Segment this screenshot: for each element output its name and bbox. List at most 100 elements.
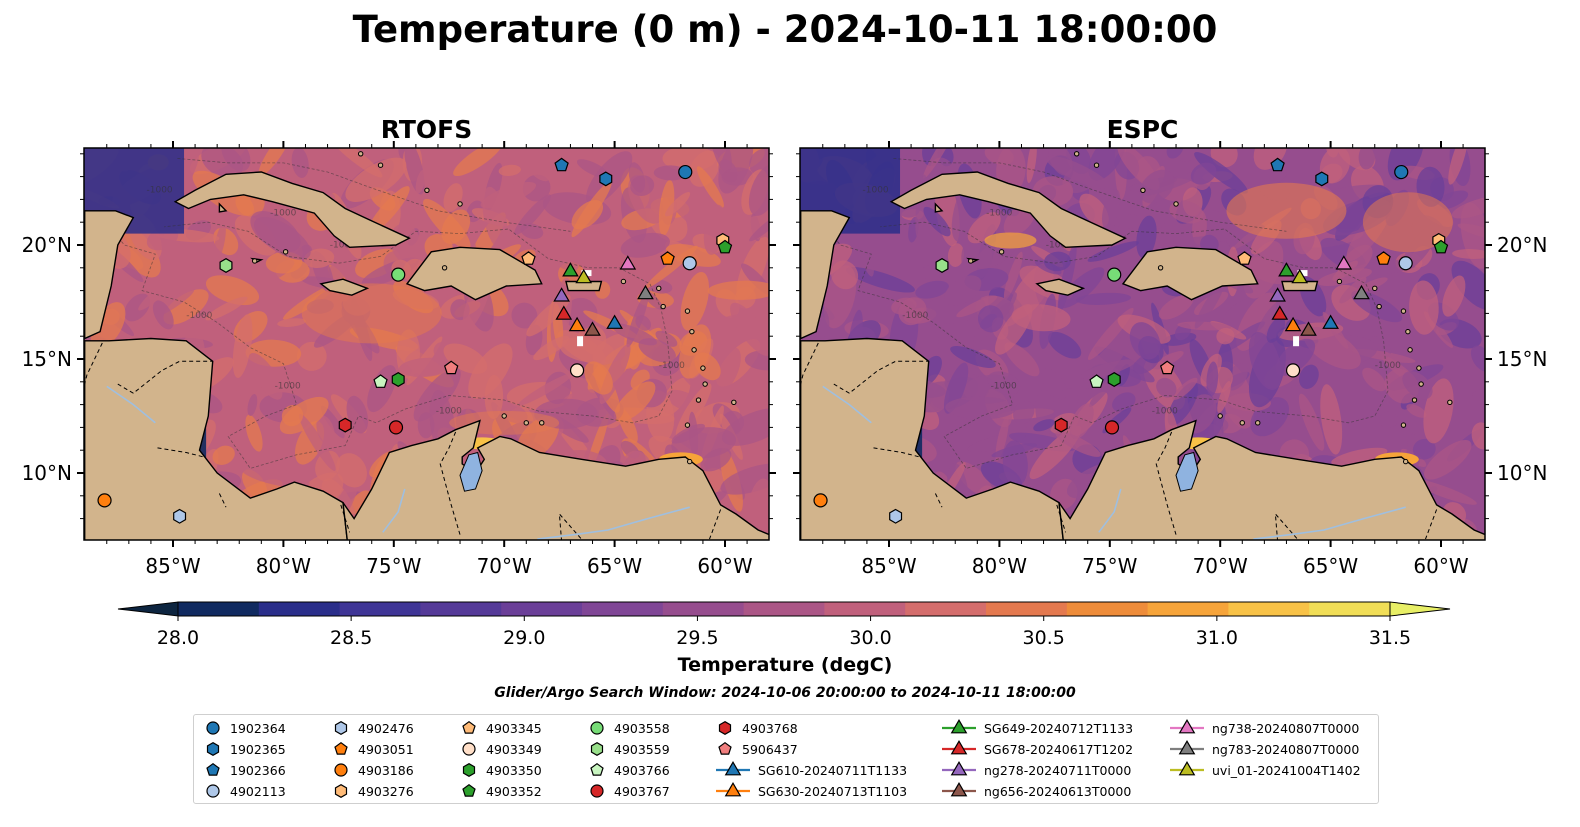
legend-entry: 4902476 [330, 719, 414, 737]
map-frame [83, 147, 770, 541]
search-window-label: Glider/Argo Search Window: 2024-10-06 20… [494, 685, 1076, 701]
island [1239, 420, 1245, 426]
legend-marker [334, 784, 348, 798]
glider-SG649-20240712T1133 [1278, 262, 1295, 277]
argo-float-1902366 [1270, 157, 1285, 172]
legend-label: SG678-20240617T1202 [984, 741, 1134, 757]
legend-marker [334, 741, 348, 755]
border [84, 342, 103, 385]
legend-label: ng656-20240613T0000 [984, 783, 1132, 799]
river [106, 385, 156, 424]
legend-marker [718, 721, 732, 735]
contour-label: -1000 [863, 186, 889, 196]
legend-entry: ng783-20240807T0000 [1168, 740, 1359, 758]
legend-marker [334, 763, 348, 777]
legend-entry: 4903558 [586, 719, 670, 737]
legend-marker [334, 721, 348, 735]
contour-label: -1000 [436, 407, 462, 417]
legend-label: 4903051 [358, 741, 414, 757]
colorbar-segment [1066, 602, 1149, 616]
glider-ng656-20240613T0000 [584, 321, 601, 336]
legend-symbol [950, 782, 968, 797]
colorbar-tick-label: 29.0 [503, 627, 545, 649]
colorbar-segment [824, 602, 906, 616]
lat-tick-label: 20°N [22, 233, 72, 257]
legend-label: SG610-20240711T1133 [758, 762, 908, 778]
glider-ng278-20240711T0000 [1269, 287, 1286, 302]
argo-float-4902113 [682, 256, 697, 271]
argo-float-4903350 [1107, 372, 1121, 387]
lon-tick-label: 65°W [587, 554, 642, 578]
legend-symbol [718, 721, 732, 735]
lon-tick-label: 75°W [366, 554, 421, 578]
border [439, 431, 461, 535]
argo-float-4902113 [1398, 256, 1413, 271]
colorbar: 28.0 28.5 29.0 29.5 30.0 30.5 31.0 31.5 [117, 601, 1451, 649]
argo-float-4903559 [935, 258, 949, 273]
argo-float-5906437 [1159, 360, 1175, 375]
map-panel-espc: -1000-1000-1000-1000-1000-1000-1000ESPC8… [793, 115, 1547, 578]
landmasses [800, 151, 1485, 540]
island [684, 422, 691, 428]
legend-entry: 4903767 [586, 782, 670, 800]
argo-float-4903768 [338, 417, 352, 433]
border [558, 512, 582, 540]
border [340, 504, 351, 533]
legend-entry: 4903766 [586, 761, 670, 779]
legend-symbol [1178, 719, 1196, 734]
island [620, 278, 627, 285]
colorbar-tick-label: 28.0 [157, 627, 199, 649]
legend-entry: 1902365 [202, 740, 286, 758]
glider-uvi_01-20241004T1402 [575, 268, 593, 284]
contour-label: -1000 [275, 382, 301, 392]
island [251, 258, 258, 264]
legend-marker [462, 742, 476, 756]
glider-ng738-20240807T0000 [619, 255, 637, 270]
island [700, 365, 706, 371]
legend-marker [1170, 761, 1204, 776]
legend-entry: 5906437 [714, 740, 798, 758]
argo-float-4903186 [97, 493, 112, 508]
legend-entry: ng738-20240807T0000 [1168, 719, 1359, 737]
argo-float-4903349 [569, 363, 585, 378]
border [117, 360, 213, 394]
legend-entry: SG610-20240711T1133 [714, 761, 907, 779]
island [702, 381, 708, 387]
legend-symbol [724, 782, 742, 797]
legend-label: 1902365 [230, 741, 286, 757]
colorbar-extend-low [117, 601, 179, 617]
glider-ng278-20240711T0000 [553, 287, 570, 302]
colorbar-segment [662, 602, 745, 616]
glider-ng783-20240807T0000 [1353, 284, 1370, 300]
legend-marker [942, 761, 976, 776]
glider-SG630-20240713T1103 [568, 316, 586, 332]
colorbar-segment [258, 602, 341, 616]
island [1400, 308, 1407, 314]
landmasses [84, 151, 769, 540]
island [998, 249, 1005, 255]
contour-label: -1000 [986, 208, 1012, 218]
land-jamaica [319, 278, 370, 296]
island [539, 420, 545, 426]
legend-symbol [590, 762, 604, 776]
island [1217, 413, 1223, 419]
glider-SG610-20240711T1133 [1322, 314, 1339, 329]
legend-marker [1170, 740, 1204, 755]
river [1253, 506, 1406, 540]
lon-tick-label: 85°W [145, 554, 200, 578]
legend-symbol [950, 719, 968, 734]
land-cuba [173, 171, 411, 249]
legend-symbol [462, 763, 476, 777]
lon-tick-label: 65°W [1303, 554, 1358, 578]
legend-symbol [590, 784, 604, 798]
lon-tick-label: 80°W [972, 554, 1027, 578]
legend-marker [1170, 719, 1204, 734]
colorbar-tick-label: 28.5 [330, 627, 372, 649]
legend-symbol [718, 741, 732, 755]
lon-tick-label: 70°W [477, 554, 532, 578]
island [377, 162, 384, 168]
legend-marker [462, 763, 476, 777]
legend-symbol [206, 742, 220, 756]
argo-float-4903559 [219, 258, 233, 273]
border [1056, 504, 1067, 533]
